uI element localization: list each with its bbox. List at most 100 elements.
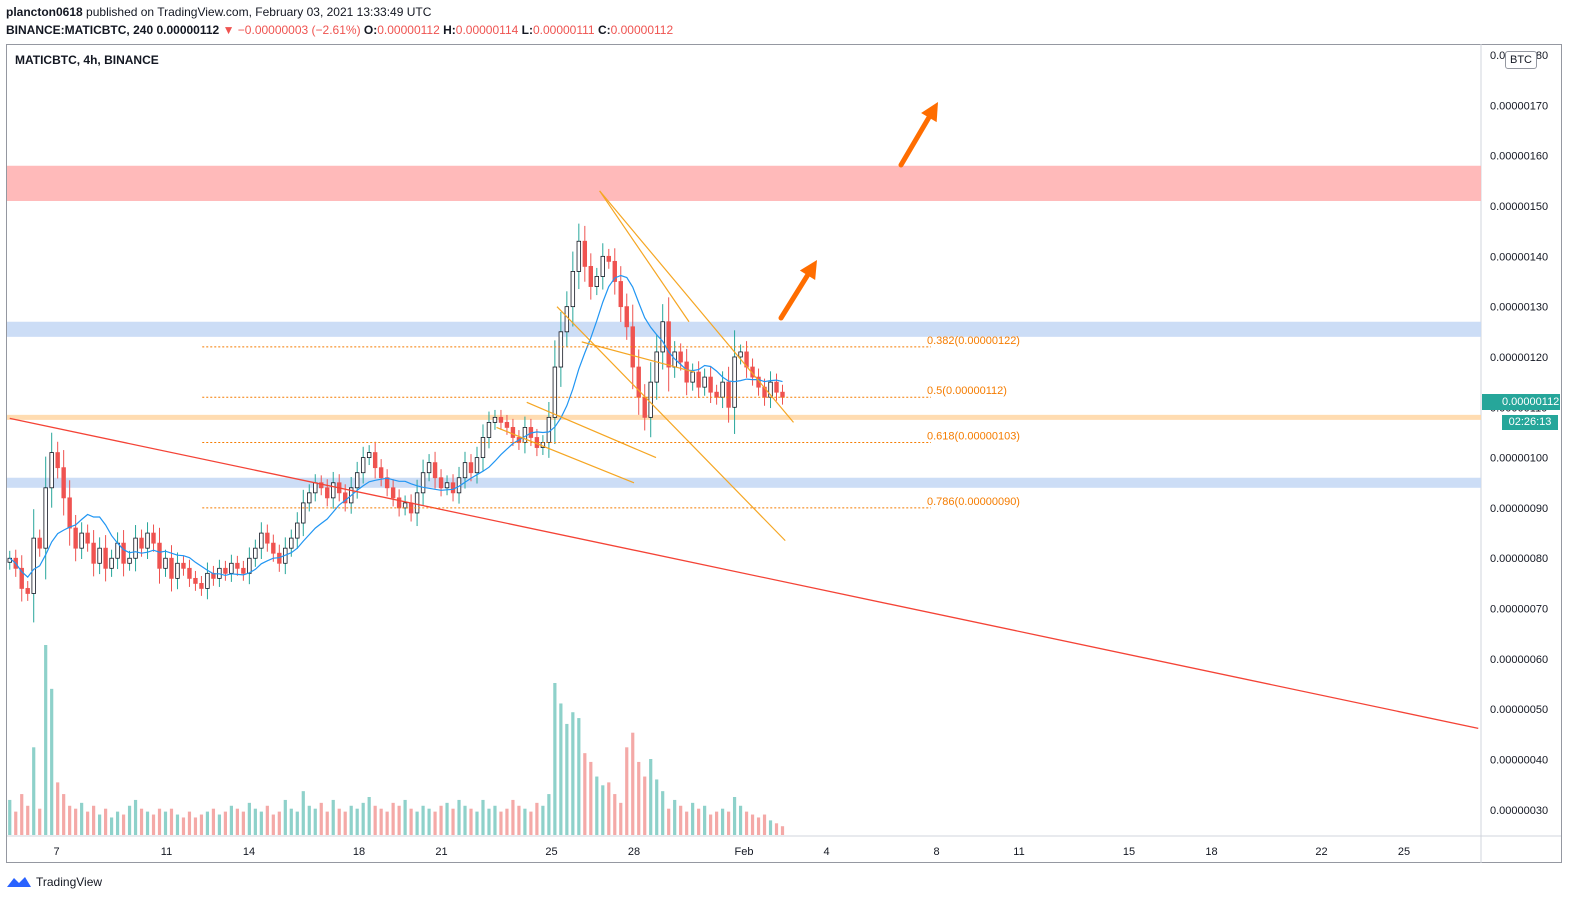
channel-line — [556, 306, 786, 542]
low-label: L: — [521, 23, 533, 37]
volume-bar — [607, 782, 611, 835]
x-tick-label: 14 — [243, 846, 255, 858]
volume-bar — [619, 802, 623, 835]
volume-bar — [649, 759, 653, 835]
down-triangle-icon: ▼ — [222, 23, 235, 37]
volume-bar — [421, 805, 425, 835]
candle-body — [91, 542, 96, 564]
high-value: 0.00000114 — [455, 23, 519, 37]
volume-bar — [427, 808, 431, 835]
y-tick-label: 0.00000150 — [1490, 201, 1548, 213]
y-tick-label: 0.00000170 — [1490, 100, 1548, 112]
candle-body — [738, 351, 743, 358]
zone-support-mid — [7, 414, 1481, 420]
candle-body — [67, 497, 72, 529]
tradingview-logo[interactable]: TradingView — [6, 875, 102, 889]
x-tick-label: 21 — [435, 846, 447, 858]
author-name[interactable]: plancton0618 — [6, 5, 83, 19]
volume-bar — [103, 808, 108, 835]
volume-bar — [283, 799, 287, 835]
chart-frame — [6, 44, 1562, 863]
volume-bar — [541, 805, 545, 835]
volume-bar — [535, 802, 539, 835]
x-tick-label: 25 — [1398, 846, 1410, 858]
volume-bar — [373, 805, 377, 835]
candle-body — [486, 421, 492, 438]
candle-body — [223, 567, 228, 574]
volume-bar — [253, 808, 257, 835]
volume-bar — [331, 799, 335, 835]
volume-bar — [738, 805, 743, 835]
channel-line — [496, 426, 635, 484]
volume-bar — [744, 811, 749, 835]
volume-bar — [235, 808, 239, 835]
candle-body — [157, 542, 162, 569]
x-tick-label: Feb — [735, 846, 754, 858]
candle-body — [360, 457, 366, 474]
candle-body — [175, 562, 180, 579]
y-tick-label: 0.00000140 — [1490, 251, 1548, 263]
published-text: published on TradingView.com, February 0… — [86, 5, 432, 19]
candle-body — [666, 321, 671, 368]
volume-bar — [601, 785, 605, 835]
candle-body — [181, 562, 186, 569]
volume-bar — [529, 811, 533, 835]
brand-name: TradingView — [36, 875, 103, 889]
volume-bar — [56, 782, 60, 835]
candle-body — [151, 532, 156, 544]
volume-bar — [20, 794, 24, 835]
candle-body — [139, 537, 144, 549]
open-label: O: — [363, 23, 378, 37]
up-arrow-small-shaft — [778, 272, 811, 321]
volume-bar — [469, 808, 473, 835]
candle-body — [390, 487, 396, 499]
volume-bar — [121, 814, 126, 835]
candle-body — [492, 416, 498, 423]
volume-bar — [583, 753, 587, 835]
candle-body — [594, 276, 600, 287]
candle-body — [235, 562, 240, 569]
volume-bar — [115, 811, 120, 835]
volume-bar — [685, 811, 689, 835]
candle-body — [145, 532, 150, 549]
candle-body — [504, 421, 510, 428]
volume-bar — [673, 799, 677, 835]
zone-support-lower — [7, 477, 1481, 488]
volume-bar — [691, 802, 695, 835]
y-tick-label: 0.00000160 — [1490, 151, 1548, 163]
candle-body — [552, 366, 558, 418]
volume-bar — [768, 820, 773, 835]
candle-body — [295, 522, 300, 539]
candle-body — [253, 547, 258, 559]
candle-body — [205, 572, 210, 589]
volume-bar — [133, 799, 138, 835]
volume-bar — [625, 747, 629, 835]
candle-body — [103, 547, 108, 569]
candle-body — [169, 557, 174, 579]
volume-bar — [433, 811, 437, 835]
volume-bar — [259, 811, 263, 835]
candle-body — [558, 331, 564, 368]
moving-average-line — [9, 274, 783, 578]
volume-bar — [139, 808, 144, 835]
volume-bar — [44, 645, 48, 835]
volume-bar — [62, 794, 66, 835]
volume-bar — [409, 808, 413, 835]
volume-bar — [223, 811, 228, 835]
volume-bar — [475, 811, 479, 835]
change-value: −0.00000003 (−2.61%) — [237, 23, 361, 37]
bar-countdown-tag: 02:26:13 — [1502, 415, 1558, 430]
candle-body — [229, 562, 234, 574]
candle-body — [570, 271, 576, 308]
volume-bar — [181, 817, 186, 835]
currency-badge[interactable]: BTC — [1505, 51, 1537, 69]
open-value: 0.00000112 — [377, 23, 440, 37]
zone-support-upper — [7, 321, 1481, 337]
candle-body — [588, 266, 594, 287]
volume-bar — [265, 805, 269, 835]
volume-bar — [355, 808, 359, 835]
up-arrow-small-head — [799, 260, 817, 281]
candle-body — [372, 452, 378, 469]
volume-bar — [8, 799, 12, 835]
